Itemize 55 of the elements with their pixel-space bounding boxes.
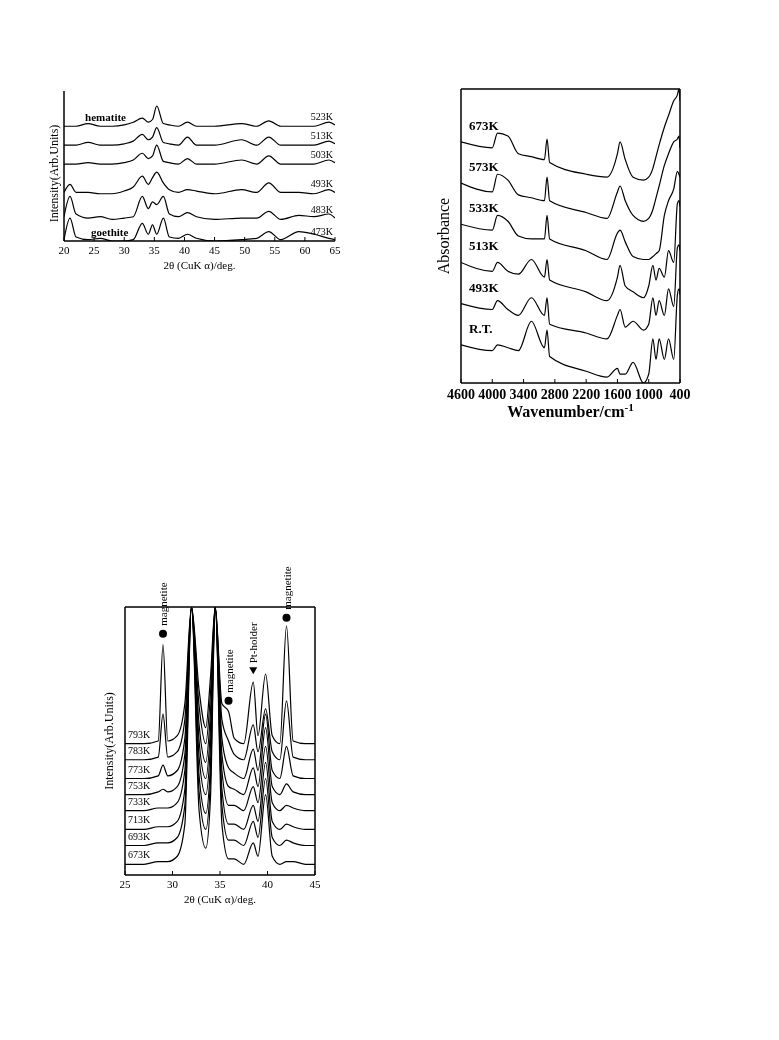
series-label: 773K — [128, 763, 151, 775]
x-axis-title: 2θ (CuK α)/deg. — [184, 893, 257, 906]
x-tick-label: 40 — [262, 878, 274, 890]
x-tick-label: 30 — [167, 878, 179, 890]
x-tick-label: 60 — [299, 244, 311, 256]
x-tick-label: 35 — [214, 878, 226, 890]
series-label: 783K — [128, 744, 151, 756]
annotation: goethite — [91, 225, 129, 238]
series-label: 503K — [310, 148, 334, 160]
series-label: 673K — [469, 117, 500, 133]
x-tick-label: 3400 — [509, 387, 538, 402]
series-label: 513K — [310, 129, 334, 141]
series-label: R.T. — [469, 320, 493, 336]
x-tick-label: 45 — [309, 878, 321, 890]
x-axis-title: Wavenumber/cm$^{-1}$ — [507, 401, 635, 420]
x-tick-label: 4000 — [478, 387, 507, 402]
series-label: 473K — [310, 225, 334, 237]
series-label: 733K — [128, 795, 151, 807]
series-label: 753K — [128, 779, 151, 791]
x-tick-label: 35 — [148, 244, 161, 256]
series-label: 523K — [310, 110, 334, 122]
x-tick-label: 45 — [209, 244, 221, 256]
x-tick-label: 25 — [119, 878, 131, 890]
series-label: 693K — [128, 830, 151, 842]
annotation: hematite — [85, 110, 127, 123]
series-label: 493K — [310, 178, 334, 190]
x-tick-label: 2200 — [572, 387, 601, 402]
annotation: magnetite — [222, 649, 235, 693]
y-axis-title: Intensity(Arb.Units) — [102, 692, 116, 790]
series-label: 793K — [128, 728, 151, 740]
series-label: 573K — [469, 159, 500, 175]
series-label: 713K — [128, 814, 151, 826]
x-tick-label: 2800 — [540, 387, 569, 402]
x-tick-label: 400 — [669, 387, 691, 402]
x-tick-label: 40 — [178, 244, 191, 256]
series-label: 513K — [469, 238, 500, 254]
x-tick-label: 30 — [118, 244, 131, 256]
annotation: magnetite — [280, 566, 293, 610]
annotation: Pt-holder — [247, 622, 260, 664]
y-axis-title: Intensity(Arb.Units) — [47, 124, 61, 223]
y-axis-title: Absorbance — [435, 197, 452, 275]
x-tick-label: 4600 — [447, 387, 475, 402]
x-tick-label: 20 — [58, 244, 70, 256]
x-tick-label: 1600 — [603, 387, 632, 402]
series-label: 533K — [469, 200, 500, 216]
series-label: 493K — [469, 279, 500, 295]
series-label: 673K — [128, 849, 151, 861]
x-tick-label: 25 — [88, 244, 101, 256]
x-tick-label: 50 — [239, 244, 251, 256]
x-tick-label: 1000 — [634, 387, 663, 402]
x-tick-label: 55 — [269, 244, 281, 256]
x-axis-title: 2θ (CuK α)/deg. — [163, 259, 236, 272]
series-label: 483K — [310, 204, 334, 216]
annotation: magnetite — [157, 582, 169, 626]
x-tick-label: 65 — [329, 244, 341, 256]
